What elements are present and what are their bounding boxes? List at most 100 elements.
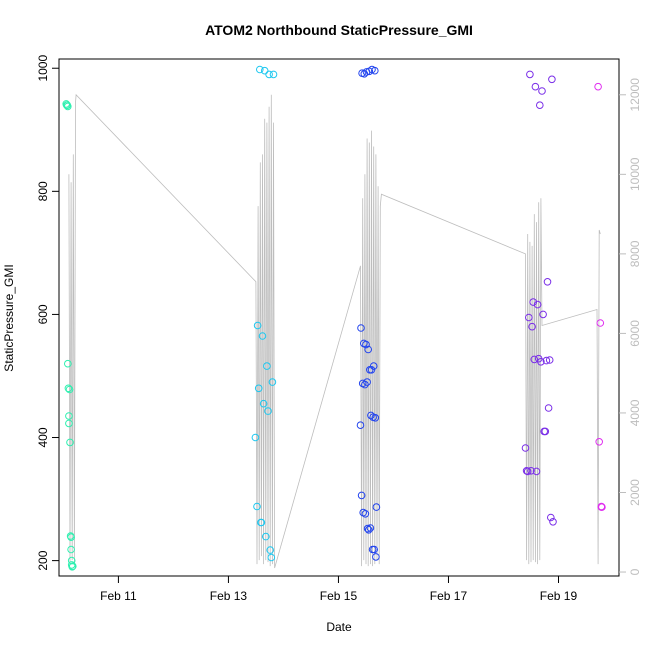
data-point bbox=[367, 411, 375, 420]
data-point bbox=[528, 322, 536, 331]
y2-tick-label: 4000 bbox=[628, 399, 642, 426]
y2-tick-label: 12000 bbox=[628, 78, 642, 112]
data-point bbox=[370, 545, 379, 554]
data-point bbox=[68, 563, 76, 571]
y2-tick-label: 8000 bbox=[628, 240, 642, 267]
data-point bbox=[269, 70, 278, 79]
data-point bbox=[547, 513, 555, 522]
data-point bbox=[259, 399, 268, 408]
data-point bbox=[364, 526, 373, 534]
series-3-points bbox=[356, 65, 381, 561]
y-tick-label: 600 bbox=[36, 304, 50, 324]
points-layer bbox=[62, 65, 606, 571]
y2-tick-label: 2000 bbox=[628, 479, 642, 506]
data-point bbox=[595, 438, 604, 446]
data-point bbox=[357, 491, 366, 500]
data-point bbox=[371, 414, 380, 422]
x-axis-label: Date bbox=[326, 620, 352, 634]
data-point bbox=[527, 467, 535, 475]
series-4-points bbox=[521, 70, 557, 526]
data-point bbox=[260, 66, 269, 75]
data-point bbox=[532, 467, 541, 476]
data-point bbox=[530, 355, 539, 364]
y-tick-label: 1000 bbox=[36, 55, 50, 82]
y2-tick-label: 10000 bbox=[628, 157, 642, 191]
data-point bbox=[363, 378, 371, 386]
data-point bbox=[549, 518, 557, 526]
data-point bbox=[69, 562, 77, 571]
chart-title: ATOM2 Northbound StaticPressure_GMI bbox=[205, 22, 473, 38]
plot-frame bbox=[58, 58, 620, 577]
x-tick-label: Feb 19 bbox=[540, 589, 578, 603]
data-point bbox=[253, 502, 261, 511]
data-point bbox=[357, 324, 365, 332]
y-axis-left: 200 400 600 800 1000 bbox=[36, 55, 59, 571]
data-point bbox=[372, 503, 381, 511]
x-tick-label: Feb 15 bbox=[320, 589, 358, 603]
y-tick-label: 800 bbox=[36, 181, 50, 201]
y-axis-right: 0 2000 4000 6000 8000 10000 12000 bbox=[619, 78, 642, 575]
data-point bbox=[262, 532, 270, 541]
data-point bbox=[539, 310, 547, 319]
data-point bbox=[596, 319, 605, 327]
data-point bbox=[548, 75, 556, 84]
data-point bbox=[66, 438, 74, 447]
data-point bbox=[64, 359, 72, 368]
data-point bbox=[253, 321, 262, 330]
data-point bbox=[525, 313, 533, 322]
x-axis: Feb 11 Feb 13 Feb 15 Feb 17 Feb 19 bbox=[100, 576, 577, 603]
data-point bbox=[526, 70, 534, 79]
data-point bbox=[594, 82, 602, 91]
data-point bbox=[257, 518, 266, 527]
data-point bbox=[543, 278, 552, 286]
y-axis-label: StaticPressure_GMI bbox=[2, 264, 16, 371]
data-point bbox=[65, 412, 73, 420]
data-point bbox=[523, 467, 532, 476]
data-point bbox=[369, 362, 378, 370]
data-point bbox=[367, 366, 376, 374]
data-point bbox=[521, 444, 530, 452]
data-point bbox=[361, 510, 370, 518]
data-point bbox=[356, 421, 365, 430]
data-point bbox=[372, 553, 380, 561]
y2-tick-label: 6000 bbox=[628, 320, 642, 347]
data-point bbox=[366, 524, 375, 532]
data-point bbox=[537, 358, 545, 366]
data-point bbox=[363, 524, 372, 533]
data-point bbox=[361, 380, 369, 389]
data-point bbox=[264, 407, 272, 415]
data-point bbox=[64, 102, 72, 111]
data-point bbox=[362, 340, 370, 349]
data-point bbox=[263, 362, 271, 370]
y-tick-label: 200 bbox=[36, 550, 50, 570]
data-point bbox=[364, 345, 373, 354]
x-tick-label: Feb 11 bbox=[100, 589, 137, 603]
data-point bbox=[371, 66, 379, 75]
data-point bbox=[256, 65, 264, 74]
series-2-points bbox=[251, 65, 278, 562]
altitude-line-layer bbox=[68, 93, 601, 569]
data-point bbox=[529, 298, 538, 306]
x-tick-label: Feb 13 bbox=[210, 589, 248, 603]
data-point bbox=[536, 101, 544, 109]
data-point bbox=[598, 503, 606, 511]
data-point bbox=[258, 332, 267, 340]
data-point bbox=[64, 384, 73, 393]
data-point bbox=[531, 82, 540, 91]
data-point bbox=[542, 356, 551, 365]
data-point bbox=[254, 384, 263, 393]
data-point bbox=[265, 70, 273, 79]
y2-tick-label: 0 bbox=[628, 568, 642, 575]
series-1-points bbox=[62, 100, 77, 571]
data-point bbox=[545, 356, 554, 364]
y-tick-label: 400 bbox=[36, 427, 50, 447]
data-point bbox=[541, 427, 550, 436]
data-point bbox=[251, 433, 260, 442]
data-point bbox=[266, 546, 275, 554]
data-point bbox=[533, 300, 542, 309]
data-point bbox=[67, 545, 75, 554]
data-point bbox=[538, 87, 546, 95]
data-point bbox=[65, 419, 73, 428]
data-point bbox=[544, 404, 553, 412]
